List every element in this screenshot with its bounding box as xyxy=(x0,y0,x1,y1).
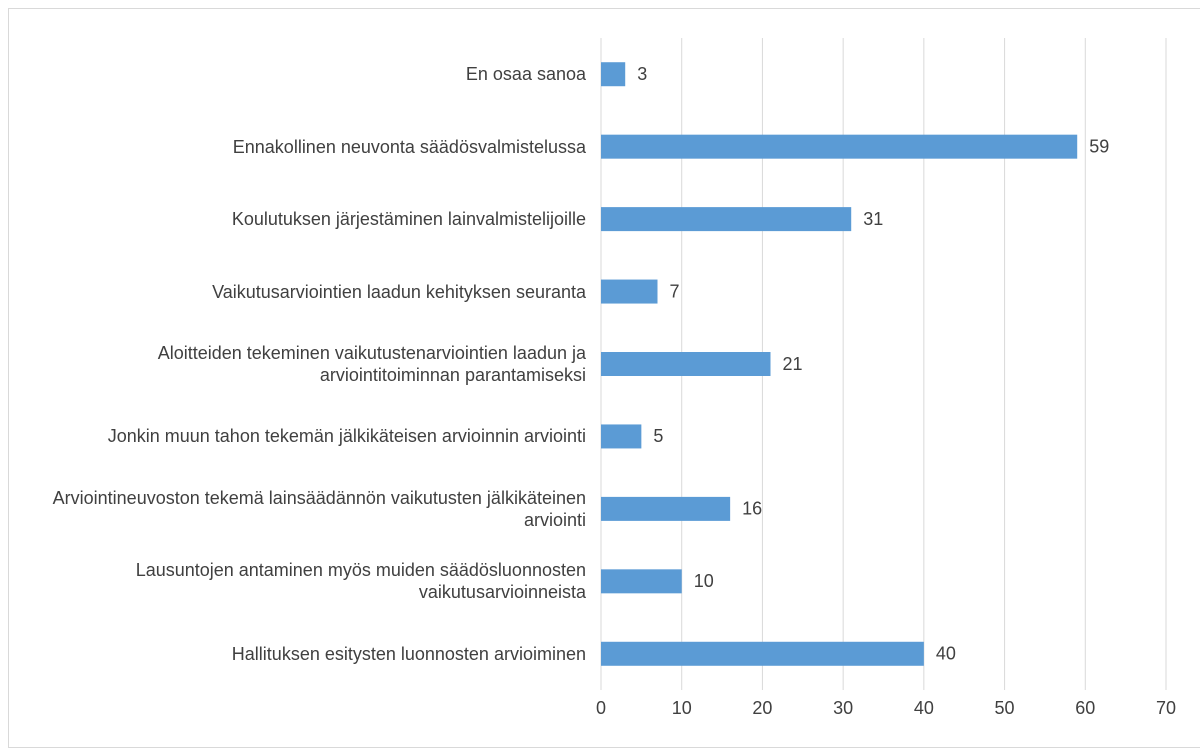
y-tick-label: Jonkin muun tahon tekemän jälkikäteisen … xyxy=(20,401,586,471)
x-tick-label: 60 xyxy=(1075,698,1095,718)
bar xyxy=(601,279,658,304)
bar xyxy=(601,641,924,666)
chart: 0 10 20 30 40 50 60 70 3 59 31 7 21 5 16 10 40 En osaa s… xyxy=(8,8,1200,748)
category-text: Vaikutusarviointien laadun kehityksen se… xyxy=(212,281,586,302)
category-text: Arviointineuvoston tekemä lainsäädännön … xyxy=(52,487,586,530)
value-label: 7 xyxy=(670,281,680,301)
value-label: 3 xyxy=(637,64,647,84)
y-tick-label: Aloitteiden tekeminen vaikutustenarvioin… xyxy=(20,329,586,399)
x-tick-label: 40 xyxy=(914,698,934,718)
x-tick-label: 0 xyxy=(596,698,606,718)
value-label: 10 xyxy=(694,571,714,591)
bar xyxy=(601,62,626,87)
x-tick-label: 30 xyxy=(833,698,853,718)
y-tick-label: Ennakollinen neuvonta säädösvalmisteluss… xyxy=(20,112,586,182)
value-label: 31 xyxy=(863,209,883,229)
x-tick-label: 70 xyxy=(1156,698,1176,718)
bar xyxy=(601,134,1078,159)
y-tick-label: Hallituksen esitysten luonnosten arvioim… xyxy=(20,619,586,689)
category-text: Aloitteiden tekeminen vaikutustenarvioin… xyxy=(157,343,586,385)
y-tick-label: En osaa sanoa xyxy=(20,39,586,109)
x-tick-label: 50 xyxy=(995,698,1015,718)
bar xyxy=(601,207,852,232)
value-label: 21 xyxy=(783,354,803,374)
x-tick-label: 10 xyxy=(672,698,692,718)
value-label: 5 xyxy=(653,426,663,446)
y-tick-label: Koulutuksen järjestäminen lainvalmisteli… xyxy=(20,184,586,254)
y-tick-label: Vaikutusarviointien laadun kehityksen se… xyxy=(20,257,586,327)
plot: 0 10 20 30 40 50 60 70 3 59 31 7 21 5 16 10 40 xyxy=(596,38,1176,718)
bar xyxy=(601,496,731,521)
bar xyxy=(601,424,642,449)
category-text: Hallituksen esitysten luonnosten arvioim… xyxy=(231,643,586,664)
category-text: Lausuntojen antaminen myös muiden säädös… xyxy=(135,560,586,603)
category-text: En osaa sanoa xyxy=(465,64,586,85)
bar xyxy=(601,352,771,376)
value-label: 59 xyxy=(1089,136,1109,156)
category-text: Jonkin muun tahon tekemän jälkikäteisen … xyxy=(107,426,586,447)
y-tick-label: Lausuntojen antaminen myös muiden säädös… xyxy=(20,546,586,616)
category-text: Ennakollinen neuvonta säädösvalmisteluss… xyxy=(232,136,586,157)
value-label: 40 xyxy=(936,644,956,664)
y-tick-label: Arviointineuvoston tekemä lainsäädännön … xyxy=(20,474,586,544)
bar xyxy=(601,569,682,594)
category-text: Koulutuksen järjestäminen lainvalmisteli… xyxy=(231,209,586,230)
x-tick-label: 20 xyxy=(752,698,772,718)
value-label: 16 xyxy=(742,499,762,519)
